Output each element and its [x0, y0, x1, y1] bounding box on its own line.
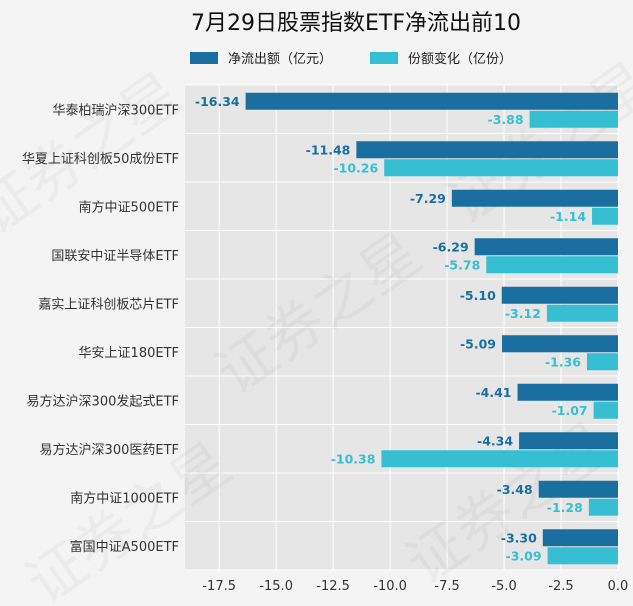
- data-label: -16.34: [195, 94, 240, 109]
- category-label: 易方达沪深300医药ETF: [40, 442, 179, 458]
- data-label: -3.12: [505, 306, 541, 321]
- bar-net-outflow: [356, 141, 618, 159]
- data-label: -1.07: [552, 403, 588, 418]
- bar-share-change: [593, 401, 618, 419]
- category-label: 华泰柏瑞沪深300ETF: [53, 102, 179, 118]
- x-tick-label: -15.0: [259, 579, 293, 594]
- data-label: -6.29: [433, 239, 469, 254]
- category-label: 华夏上证科创板50成份ETF: [22, 152, 179, 167]
- legend-label: 净流出额（亿元）: [228, 52, 332, 67]
- data-label: -4.34: [477, 433, 513, 448]
- x-tick-label: -17.5: [202, 579, 236, 594]
- bar-share-change: [384, 159, 618, 177]
- chart-title: 7月29日股票指数ETF净流出前10: [191, 11, 521, 36]
- legend: 净流出额（亿元） 份额变化（亿份）: [190, 51, 512, 67]
- category-label: 富国中证A500ETF: [70, 539, 179, 555]
- bar-net-outflow: [519, 432, 618, 450]
- bar-net-outflow: [517, 383, 618, 401]
- legend-label: 份额变化（亿份）: [408, 51, 512, 67]
- category-label: 南方中证1000ETF: [70, 490, 179, 506]
- x-tick-label: -12.5: [316, 579, 350, 594]
- bar-share-change: [592, 207, 618, 225]
- data-label: -3.09: [506, 548, 542, 563]
- data-label: -10.38: [331, 451, 376, 466]
- data-label: -11.48: [306, 142, 351, 157]
- legend-swatch: [370, 52, 398, 64]
- bar-share-change: [381, 450, 618, 468]
- bar-net-outflow: [538, 480, 618, 498]
- data-label: -4.41: [475, 385, 511, 400]
- bar-net-outflow: [451, 189, 618, 207]
- bar-share-change: [588, 498, 618, 516]
- bar-share-change: [546, 304, 618, 322]
- category-label: 华安上证180ETF: [79, 346, 179, 361]
- data-label: -7.29: [410, 191, 446, 206]
- bar-share-change: [547, 547, 618, 565]
- data-label: -1.36: [545, 354, 581, 369]
- x-axis-ticks: -17.5 -15.0 -12.5 -10.0 -7.5 -5.0 -2.5 0.0: [202, 579, 628, 594]
- bars: [245, 92, 618, 565]
- category-label: 易方达沪深300发起式ETF: [27, 393, 179, 409]
- category-label: 嘉实上证科创板芯片ETF: [38, 297, 179, 312]
- category-label: 国联安中证半导体ETF: [51, 249, 179, 264]
- data-label: -3.88: [488, 112, 524, 127]
- data-label: -3.30: [501, 530, 537, 545]
- data-label: -5.10: [460, 288, 496, 303]
- category-labels: 华泰柏瑞沪深300ETF 华夏上证科创板50成份ETF 南方中证500ETF 国联安中…: [22, 102, 179, 555]
- bar-net-outflow: [502, 335, 618, 353]
- bar-net-outflow: [245, 92, 618, 110]
- data-label: -3.48: [497, 482, 533, 497]
- x-tick-label: 0.0: [608, 579, 629, 594]
- bar-net-outflow: [542, 529, 618, 547]
- data-label: -1.28: [547, 500, 583, 515]
- x-tick-label: -5.0: [491, 579, 516, 594]
- bar-net-outflow: [501, 286, 618, 304]
- x-tick-label: -7.5: [434, 579, 459, 594]
- bar-share-change: [587, 353, 618, 371]
- bar-share-change: [486, 256, 618, 274]
- x-tick-label: -10.0: [373, 579, 407, 594]
- data-label: -1.14: [550, 209, 586, 224]
- bar-net-outflow: [474, 238, 618, 256]
- bar-share-change: [529, 110, 618, 128]
- data-label: -5.78: [444, 257, 480, 272]
- x-tick-label: -2.5: [548, 579, 573, 594]
- data-label: -5.09: [460, 336, 496, 351]
- value-labels: -16.34 -3.88 -11.48 -10.26 -7.29 -1.14 -6.29 -5…: [195, 94, 588, 564]
- category-label: 南方中证500ETF: [79, 199, 179, 215]
- legend-swatch: [190, 52, 218, 64]
- data-label: -10.26: [333, 160, 378, 175]
